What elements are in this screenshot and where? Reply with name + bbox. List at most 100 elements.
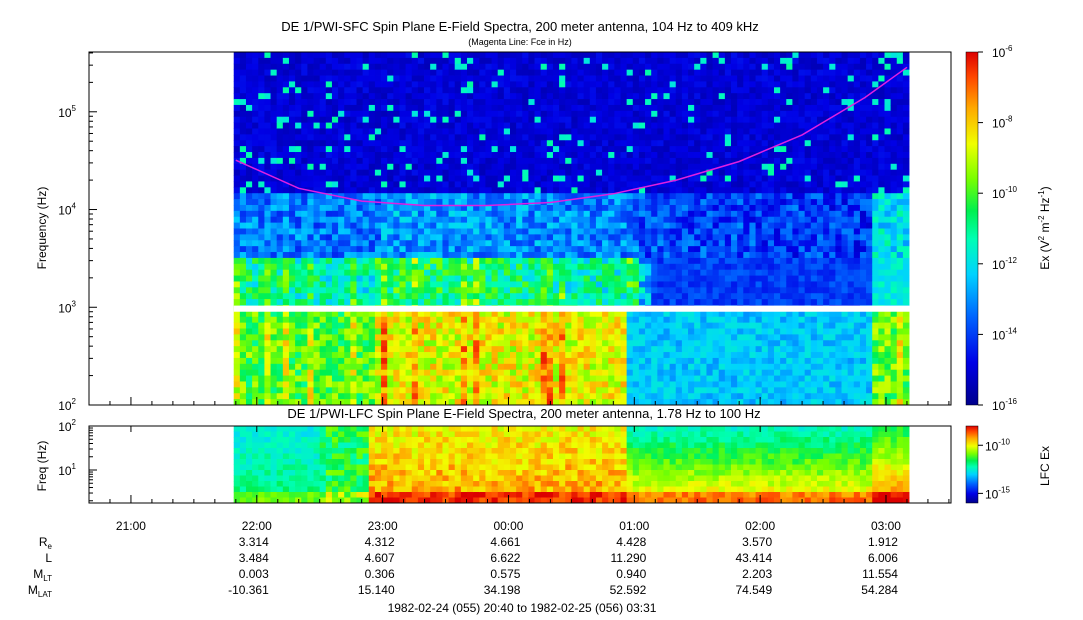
sfc-heat-cell bbox=[467, 187, 474, 194]
sfc-heat-cell bbox=[620, 381, 628, 388]
sfc-heat-cell bbox=[270, 175, 278, 182]
sfc-heat-cell bbox=[393, 322, 400, 329]
sfc-heat-cell bbox=[356, 216, 364, 224]
sfc-heat-cell bbox=[718, 146, 726, 153]
sfc-heat-cell bbox=[319, 128, 327, 135]
sfc-heat-cell bbox=[565, 340, 572, 347]
sfc-heat-cell bbox=[694, 263, 701, 271]
sfc-heat-cell bbox=[602, 110, 609, 118]
sfc-heat-cell bbox=[405, 157, 413, 165]
sfc-heat-cell bbox=[724, 257, 732, 265]
sfc-heat-cell bbox=[737, 299, 744, 306]
sfc-heat-cell bbox=[270, 63, 278, 71]
sfc-heat-cell bbox=[712, 369, 720, 376]
sfc-heat-cell bbox=[442, 352, 449, 359]
sfc-heat-cell bbox=[718, 210, 726, 218]
sfc-heat-cell bbox=[411, 163, 419, 171]
sfc-heat-cell bbox=[399, 257, 407, 265]
sfc-heat-cell bbox=[602, 387, 609, 394]
sfc-heat-cell bbox=[411, 399, 419, 406]
sfc-heat-cell bbox=[485, 381, 492, 388]
sfc-heat-cell bbox=[239, 246, 247, 253]
sfc-heat-cell bbox=[638, 328, 646, 335]
sfc-heat-cell bbox=[325, 52, 333, 59]
sfc-heat-cell bbox=[424, 387, 431, 394]
sfc-heat-cell bbox=[571, 210, 578, 218]
sfc-heat-cell bbox=[651, 110, 658, 118]
sfc-heat-cell bbox=[718, 87, 726, 94]
sfc-heat-cell bbox=[245, 393, 253, 400]
sfc-heat-cell bbox=[706, 104, 713, 112]
sfc-heat-cell bbox=[657, 316, 664, 324]
sfc-heat-cell bbox=[252, 310, 259, 318]
sfc-heat-cell bbox=[663, 263, 671, 271]
sfc-heat-cell bbox=[288, 322, 296, 329]
sfc-heat-cell bbox=[602, 393, 609, 400]
sfc-heat-cell bbox=[307, 193, 314, 200]
sfc-heat-cell bbox=[276, 122, 284, 129]
sfc-heat-cell bbox=[614, 387, 621, 394]
sfc-heat-cell bbox=[552, 357, 560, 365]
sfc-heat-cell bbox=[559, 328, 566, 335]
sfc-heat-cell bbox=[270, 187, 278, 194]
sfc-heat-cell bbox=[387, 369, 394, 376]
sfc-heat-cell bbox=[307, 340, 314, 347]
sfc-heat-cell bbox=[559, 346, 566, 353]
sfc-heat-cell bbox=[669, 387, 677, 394]
sfc-heat-cell bbox=[313, 375, 321, 382]
sfc-heat-cell bbox=[552, 122, 560, 129]
sfc-heat-cell bbox=[589, 240, 597, 247]
sfc-heat-cell bbox=[417, 375, 425, 382]
sfc-heat-cell bbox=[405, 375, 413, 382]
sfc-heat-cell bbox=[331, 352, 339, 359]
sfc-heat-cell bbox=[276, 287, 284, 294]
sfc-heat-cell bbox=[344, 234, 351, 241]
sfc-heat-cell bbox=[724, 246, 732, 253]
sfc-heat-cell bbox=[491, 169, 499, 176]
sfc-heat-cell bbox=[319, 122, 327, 129]
sfc-heat-cell bbox=[282, 293, 290, 300]
sfc-heat-cell bbox=[712, 93, 720, 100]
sfc-heat-cell bbox=[325, 340, 333, 347]
sfc-heat-cell bbox=[381, 163, 388, 171]
sfc-heat-cell bbox=[258, 293, 265, 300]
sfc-heat-cell bbox=[325, 399, 333, 406]
sfc-heat-cell bbox=[454, 399, 462, 406]
sfc-heat-cell bbox=[313, 175, 321, 182]
sfc-heat-cell bbox=[270, 399, 278, 406]
sfc-heat-cell bbox=[516, 375, 523, 382]
sfc-heat-cell bbox=[737, 293, 744, 300]
sfc-heat-cell bbox=[239, 210, 247, 218]
sfc-heat-cell bbox=[325, 287, 333, 294]
sfc-heat-cell bbox=[350, 316, 357, 324]
sfc-heat-cell bbox=[344, 263, 351, 271]
sfc-heat-cell bbox=[589, 287, 597, 294]
sfc-heat-cell bbox=[675, 128, 683, 135]
sfc-heat-cell bbox=[534, 322, 542, 329]
sfc-heat-cell bbox=[559, 75, 566, 82]
sfc-heat-cell bbox=[614, 57, 621, 65]
sfc-heat-cell bbox=[626, 310, 634, 318]
sfc-heat-cell bbox=[387, 104, 394, 112]
sfc-heat-cell bbox=[313, 181, 321, 188]
sfc-heat-cell bbox=[675, 287, 683, 294]
sfc-heat-cell bbox=[528, 199, 535, 206]
sfc-heat-cell bbox=[602, 116, 609, 123]
sfc-heat-cell bbox=[264, 75, 271, 82]
sfc-heat-cell bbox=[737, 169, 744, 176]
sfc-heat-cell bbox=[301, 222, 308, 229]
sfc-heat-cell bbox=[258, 81, 265, 88]
sfc-heat-cell bbox=[589, 346, 597, 353]
sfc-heat-cell bbox=[571, 93, 578, 100]
sfc-heat-cell bbox=[295, 157, 302, 165]
sfc-heat-cell bbox=[645, 257, 652, 265]
sfc-heat-cell bbox=[620, 322, 628, 329]
sfc-heat-cell bbox=[577, 52, 585, 59]
sfc-heat-cell bbox=[552, 299, 560, 306]
sfc-heat-cell bbox=[454, 81, 462, 88]
sfc-heat-cell bbox=[374, 175, 382, 182]
sfc-heat-cell bbox=[381, 316, 388, 324]
sfc-heat-cell bbox=[454, 293, 462, 300]
sfc-heat-cell bbox=[669, 199, 677, 206]
sfc-heat-cell bbox=[583, 134, 591, 141]
